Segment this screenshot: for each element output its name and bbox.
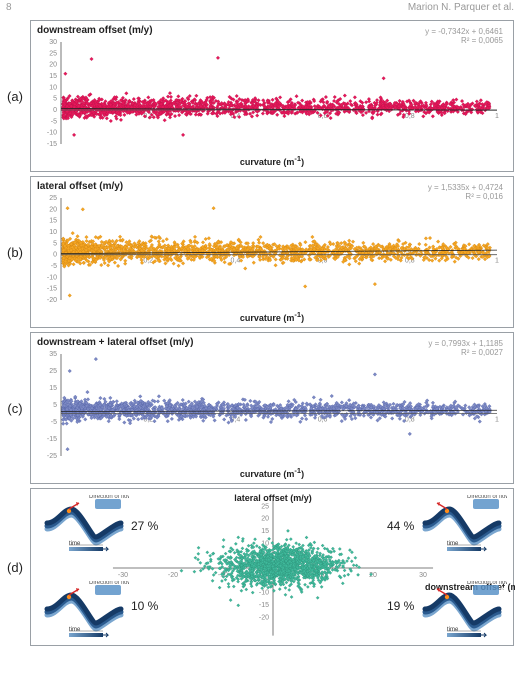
meander-diagram-bl: Direction of flow time [39,581,129,641]
svg-text:0,6: 0,6 [318,113,328,120]
r2-a: R² = 0,0065 [425,36,503,45]
panel-b: (b) lateral offset (m/y)y = 1,5335x + 0,4… [0,174,520,330]
meander-diagram-br: Direction of flow time [417,581,507,641]
svg-text:20: 20 [49,62,57,69]
panel-label-d: (d) [4,560,26,575]
svg-text:time: time [447,627,459,633]
equation-a: y = -0,7342x + 0,6461 [425,27,503,36]
page-author: Marion N. Parquer et al. [408,2,514,16]
svg-text:1: 1 [495,417,499,424]
svg-text:25: 25 [49,368,57,375]
panel-label-b: (b) [4,245,26,260]
svg-text:25: 25 [49,195,57,202]
panel-box-c: downstream + lateral offset (m/y)y = 0,7… [30,332,514,484]
svg-text:1: 1 [495,258,499,265]
panel-a: (a) downstream offset (m/y)y = -0,7342x +… [0,18,520,174]
svg-text:30: 30 [49,39,57,46]
svg-text:10: 10 [49,229,57,236]
panel-box-d: -20-15-10-5510152025-30-20-10102030later… [30,488,514,646]
svg-text:-15: -15 [47,141,57,148]
equation-box-c: y = 0,7993x + 1,1185R² = 0,0027 [428,339,503,357]
meander-diagram-tl: Direction of flow time [39,495,129,555]
equation-c: y = 0,7993x + 1,1185 [428,339,503,348]
svg-text:-30: -30 [118,572,128,579]
meander-diagram-tr: Direction of flow time [417,495,507,555]
svg-text:20: 20 [369,572,377,579]
scatter-plot-b: -20-15-10-505101520250,20,40,60,81 [37,194,503,312]
svg-text:-5: -5 [51,263,57,270]
svg-text:-5: -5 [51,118,57,125]
x-axis-label-a: curvature (m-1) [37,154,507,169]
svg-text:Direction of flow: Direction of flow [467,495,507,500]
svg-text:-20: -20 [168,572,178,579]
svg-text:time: time [69,541,81,547]
svg-text:-25: -25 [47,453,57,460]
r2-b: R² = 0,016 [428,192,503,201]
svg-text:1: 1 [495,113,499,120]
equation-box-b: y = 1,5335x + 0,4724R² = 0,016 [428,183,503,201]
svg-text:-10: -10 [47,274,57,281]
svg-text:-15: -15 [47,436,57,443]
svg-text:5: 5 [53,402,57,409]
panel-label-a: (a) [4,89,26,104]
svg-text:15: 15 [49,218,57,225]
page-header: 8 Marion N. Parquer et al. [0,0,520,18]
svg-text:30: 30 [419,572,427,579]
svg-text:25: 25 [261,503,269,510]
svg-text:time: time [69,627,81,633]
page-number: 8 [6,2,12,16]
scatter-plot-c: -25-15-551525350,20,40,60,81 [37,350,503,468]
svg-text:35: 35 [49,351,57,358]
svg-text:Direction of flow: Direction of flow [89,495,129,500]
r2-c: R² = 0,0027 [428,348,503,357]
svg-text:Direction of flow: Direction of flow [467,581,507,586]
x-axis-label-b: curvature (m-1) [37,310,507,325]
panel-c: (c) downstream + lateral offset (m/y)y = … [0,330,520,486]
svg-text:15: 15 [49,73,57,80]
svg-text:25: 25 [49,50,57,57]
svg-text:15: 15 [261,528,269,535]
svg-text:0: 0 [53,252,57,259]
svg-text:-10: -10 [47,130,57,137]
quadrant-pct-bl: 10 % [131,599,158,613]
panel-box-a: downstream offset (m/y)y = -0,7342x + 0,… [30,20,514,172]
svg-text:-15: -15 [259,602,269,609]
svg-text:-20: -20 [259,614,269,621]
svg-text:0: 0 [53,107,57,114]
svg-text:5: 5 [53,96,57,103]
panel-label-c: (c) [4,401,26,416]
equation-box-a: y = -0,7342x + 0,6461R² = 0,0065 [425,27,503,45]
svg-text:-15: -15 [47,286,57,293]
x-axis-label-c: curvature (m-1) [37,466,507,481]
svg-text:time: time [447,541,459,547]
quadrant-pct-tr: 44 % [387,519,414,533]
quadrant-pct-tl: 27 % [131,519,158,533]
svg-text:-10: -10 [259,590,269,597]
panel-d: (d)-20-15-10-5510152025-30-20-10102030la… [0,486,520,648]
svg-text:Direction of flow: Direction of flow [89,581,129,586]
equation-b: y = 1,5335x + 0,4724 [428,183,503,192]
svg-text:15: 15 [49,385,57,392]
svg-text:20: 20 [261,516,269,523]
scatter-plot-a: -15-10-50510152025300,20,40,60,81 [37,38,503,156]
svg-text:10: 10 [49,84,57,91]
svg-text:5: 5 [53,240,57,247]
svg-text:-5: -5 [51,419,57,426]
panel-box-b: lateral offset (m/y)y = 1,5335x + 0,4724… [30,176,514,328]
svg-text:-20: -20 [47,297,57,304]
y-axis-title-d: lateral offset (m/y) [234,493,312,503]
quadrant-pct-br: 19 % [387,599,414,613]
svg-text:20: 20 [49,206,57,213]
